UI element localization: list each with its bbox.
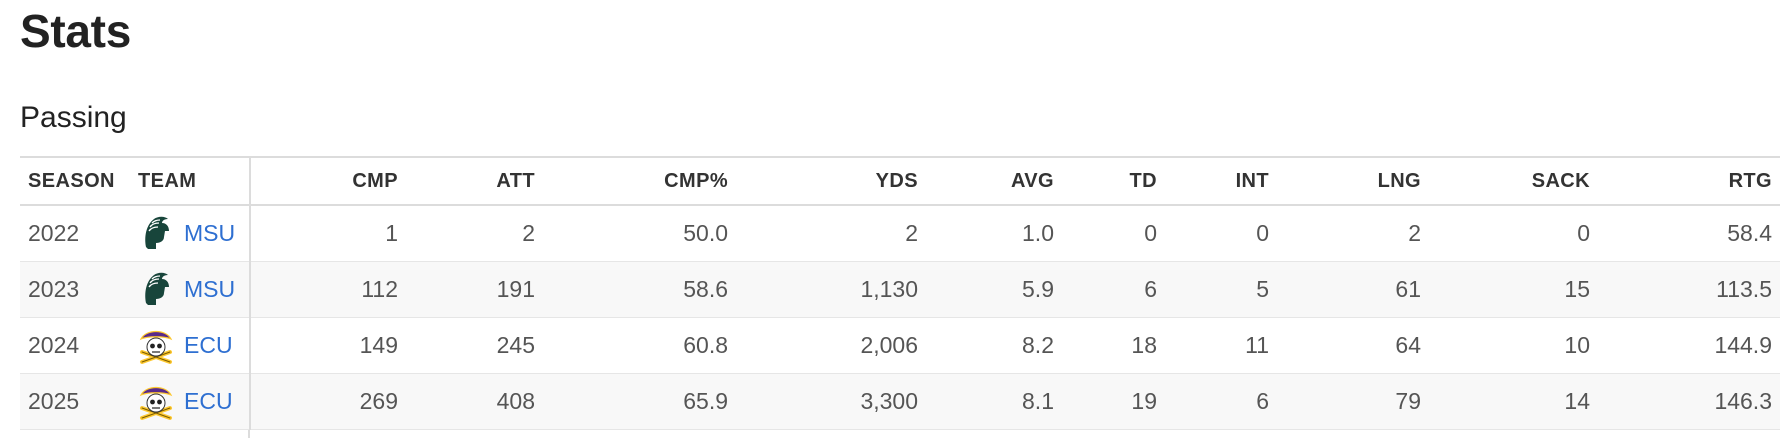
passing-stats-table-wrapper: SEASON TEAM CMP ATT CMP% YDS AVG TD INT … [20,156,1780,430]
spartan-helmet-icon [145,272,169,305]
column-header-avg[interactable]: AVG [926,156,1062,206]
int-cell: 11 [1165,317,1277,374]
yds-cell: 2 [736,205,926,262]
team-cell: ECU [130,317,251,374]
att-cell: 408 [406,373,543,430]
column-header-team[interactable]: TEAM [130,156,251,206]
int-cell: 6 [1165,373,1277,430]
table-row: 2022 MSU 1 2 50.0 2 1. [20,205,1780,262]
column-header-lng[interactable]: LNG [1277,156,1429,206]
lng-cell: 79 [1277,373,1429,430]
cmp-pct-cell: 60.8 [543,317,736,374]
table-row: 2024 ECU [20,317,1780,374]
section-title-passing: Passing [20,101,127,134]
table-continuation [20,430,250,438]
pirate-skull-icon [139,386,173,420]
avg-cell: 8.2 [926,317,1062,374]
rtg-cell: 113.5 [1598,261,1780,318]
rtg-cell: 144.9 [1598,317,1780,374]
sack-cell: 15 [1429,261,1598,318]
td-cell: 18 [1062,317,1165,374]
yds-cell: 1,130 [736,261,926,318]
team-link-ecu[interactable]: ECU [184,331,233,358]
column-header-td[interactable]: TD [1062,156,1165,206]
yds-cell: 2,006 [736,317,926,374]
yds-cell: 3,300 [736,373,926,430]
rtg-cell: 58.4 [1598,205,1780,262]
td-cell: 0 [1062,205,1165,262]
lng-cell: 64 [1277,317,1429,374]
column-header-cmp[interactable]: CMP [250,156,406,206]
team-cell: MSU [130,205,251,262]
td-cell: 19 [1062,373,1165,430]
cmp-cell: 1 [250,205,406,262]
pirate-skull-icon [139,330,173,364]
cmp-cell: 269 [250,373,406,430]
team-cell: MSU [130,261,251,318]
int-cell: 0 [1165,205,1277,262]
season-cell: 2025 [20,373,130,430]
rtg-cell: 146.3 [1598,373,1780,430]
table-row: 2023 MSU 112 191 58.6 1,130 [20,261,1780,318]
team-link-msu[interactable]: MSU [184,219,236,246]
team-cell: ECU [130,373,251,430]
td-cell: 6 [1062,261,1165,318]
sack-cell: 14 [1429,373,1598,430]
column-header-sack[interactable]: SACK [1429,156,1598,206]
team-link-msu[interactable]: MSU [184,275,236,302]
avg-cell: 1.0 [926,205,1062,262]
column-header-yds[interactable]: YDS [736,156,926,206]
column-header-season[interactable]: SEASON [20,156,130,206]
column-divider [248,430,250,438]
column-header-int[interactable]: INT [1165,156,1277,206]
cmp-pct-cell: 50.0 [543,205,736,262]
page-title: Stats [20,5,131,57]
column-header-rtg[interactable]: RTG [1598,156,1780,206]
table-header-row: SEASON TEAM CMP ATT CMP% YDS AVG TD INT … [20,156,1780,206]
att-cell: 2 [406,205,543,262]
avg-cell: 5.9 [926,261,1062,318]
cmp-pct-cell: 58.6 [543,261,736,318]
avg-cell: 8.1 [926,373,1062,430]
team-link-ecu[interactable]: ECU [184,387,233,414]
column-header-att[interactable]: ATT [406,156,543,206]
season-cell: 2022 [20,205,130,262]
sack-cell: 0 [1429,205,1598,262]
cmp-cell: 149 [250,317,406,374]
season-cell: 2023 [20,261,130,318]
season-cell: 2024 [20,317,130,374]
table-row: 2025 ECU [20,373,1780,430]
att-cell: 191 [406,261,543,318]
cmp-pct-cell: 65.9 [543,373,736,430]
column-header-cmp-pct[interactable]: CMP% [543,156,736,206]
sack-cell: 10 [1429,317,1598,374]
lng-cell: 2 [1277,205,1429,262]
cmp-cell: 112 [250,261,406,318]
passing-stats-table: SEASON TEAM CMP ATT CMP% YDS AVG TD INT … [20,156,1780,430]
int-cell: 5 [1165,261,1277,318]
spartan-helmet-icon [145,217,169,250]
att-cell: 245 [406,317,543,374]
lng-cell: 61 [1277,261,1429,318]
